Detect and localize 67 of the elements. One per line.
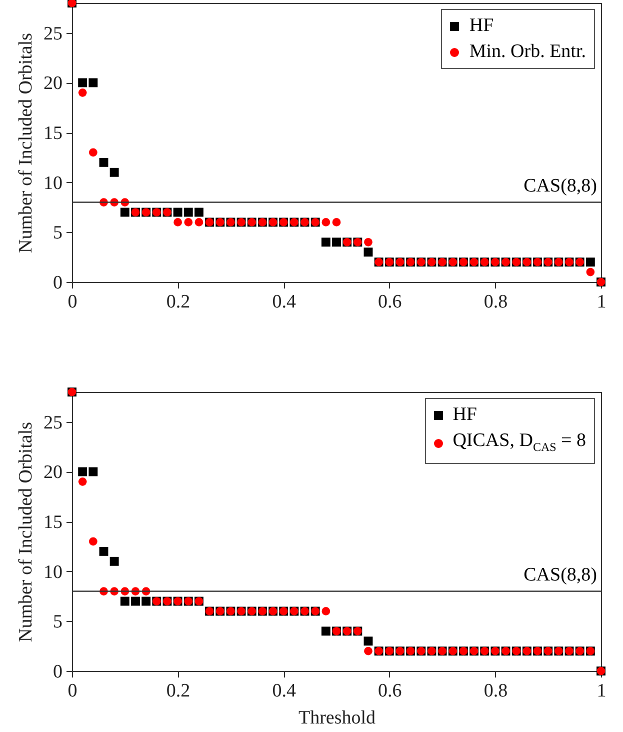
point bbox=[110, 556, 119, 566]
point bbox=[184, 208, 193, 217]
point bbox=[332, 238, 341, 247]
point bbox=[364, 636, 373, 646]
point bbox=[184, 218, 193, 226]
x-tick-label: 0.8 bbox=[484, 292, 508, 312]
y-tick-label: 5 bbox=[53, 612, 62, 633]
y-tick-label: 25 bbox=[44, 412, 62, 434]
point bbox=[321, 626, 330, 636]
point bbox=[364, 238, 372, 246]
point bbox=[78, 467, 88, 476]
y-axis-title: Number of Included Orbitals bbox=[16, 32, 36, 254]
point bbox=[332, 218, 341, 226]
legend-label: QICAS, D$_{CAS}$ = 8 bbox=[452, 429, 586, 456]
x-tick-label: 1 bbox=[596, 292, 606, 312]
y-tick-label: 0 bbox=[53, 272, 62, 294]
y-tick-label: 10 bbox=[44, 562, 62, 583]
point bbox=[88, 148, 98, 157]
x-tick-label: 0 bbox=[68, 680, 78, 702]
point bbox=[142, 596, 151, 606]
x-tick-label: 0.6 bbox=[378, 680, 402, 702]
point bbox=[322, 218, 330, 226]
x-axis-title: Threshold bbox=[298, 708, 376, 728]
y-tick-label: 0 bbox=[53, 662, 62, 682]
y-tick-label: 20 bbox=[44, 73, 62, 94]
y-tick-label: 15 bbox=[44, 123, 62, 144]
y-tick-label: 10 bbox=[44, 172, 62, 194]
point bbox=[120, 596, 130, 606]
ref-line-label: CAS(8,8) bbox=[524, 175, 597, 196]
point bbox=[120, 208, 130, 217]
point bbox=[88, 78, 98, 88]
legend-label: HF bbox=[452, 403, 477, 427]
x-tick-label: 0.2 bbox=[166, 292, 190, 312]
y-tick-label: 25 bbox=[44, 23, 62, 44]
point bbox=[174, 218, 182, 226]
point bbox=[173, 208, 182, 217]
x-tick-label: 0.4 bbox=[272, 292, 296, 312]
x-tick-label: 0 bbox=[68, 292, 78, 312]
point bbox=[194, 208, 204, 217]
point bbox=[110, 168, 119, 177]
point bbox=[88, 467, 98, 476]
point bbox=[78, 478, 87, 486]
legend-label: Min. Orb. Entr. bbox=[469, 40, 586, 64]
point bbox=[364, 646, 372, 656]
point bbox=[586, 258, 595, 267]
point bbox=[88, 537, 98, 546]
ref-line-label: CAS(8,8) bbox=[524, 564, 597, 586]
y-axis-title: Number of Included Orbitals bbox=[16, 422, 36, 642]
point bbox=[131, 596, 140, 606]
point bbox=[586, 268, 595, 276]
legend-label: HF bbox=[469, 14, 494, 38]
x-tick-label: 0.6 bbox=[378, 292, 402, 312]
x-tick-label: 0.2 bbox=[166, 680, 190, 702]
x-tick-label: 0.8 bbox=[484, 680, 508, 702]
point bbox=[322, 607, 330, 616]
y-tick-label: 20 bbox=[44, 462, 62, 484]
point bbox=[321, 238, 330, 247]
point bbox=[194, 218, 204, 226]
point bbox=[99, 158, 108, 167]
x-tick-label: 1 bbox=[596, 680, 606, 702]
point bbox=[78, 78, 88, 88]
y-tick-label: 15 bbox=[44, 512, 62, 534]
y-tick-label: 5 bbox=[53, 222, 62, 244]
point bbox=[99, 546, 108, 556]
point bbox=[78, 88, 87, 97]
point bbox=[364, 248, 373, 257]
x-tick-label: 0.4 bbox=[272, 680, 296, 702]
